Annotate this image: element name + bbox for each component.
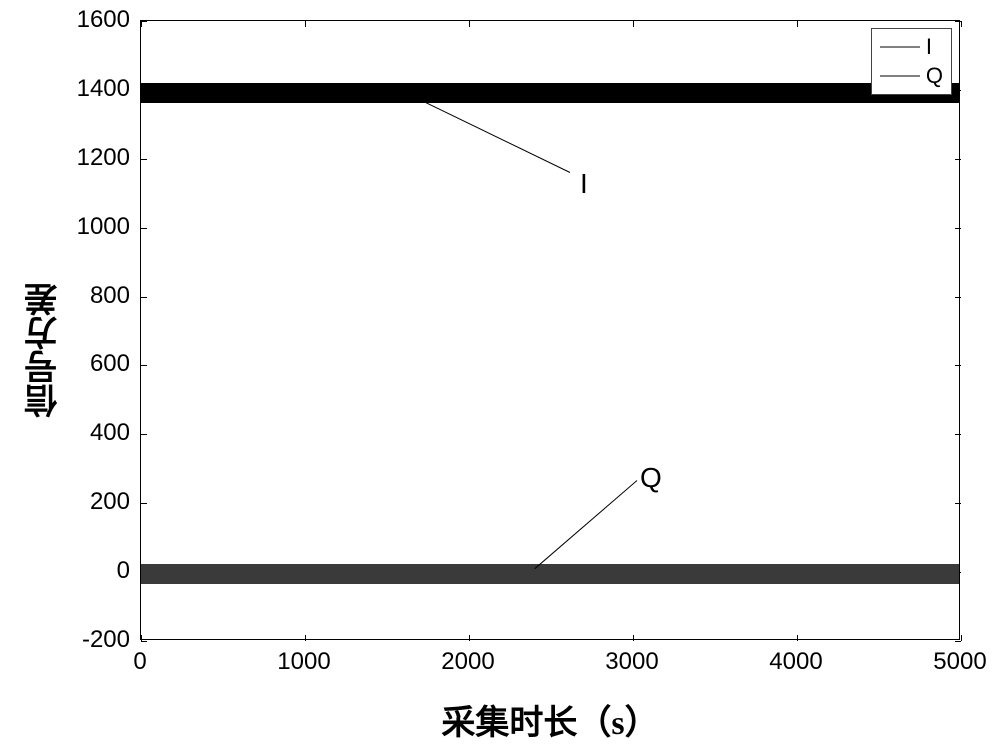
x-tick-label: 0	[100, 648, 180, 676]
x-tick	[469, 21, 470, 27]
y-tick	[955, 228, 961, 229]
x-tick	[961, 635, 962, 641]
annotation-label: Q	[640, 462, 662, 494]
y-tick	[955, 641, 961, 642]
y-axis-label: 信号方差	[20, 220, 69, 480]
y-tick-label: 1000	[70, 213, 130, 241]
x-tick	[141, 21, 142, 27]
legend-label: Q	[926, 62, 943, 91]
y-tick-label: 0	[70, 557, 130, 585]
y-tick-label: 1200	[70, 144, 130, 172]
plot-area	[140, 20, 960, 640]
y-tick-label: 600	[70, 350, 130, 378]
y-tick-label: 1600	[70, 6, 130, 34]
y-tick	[955, 503, 961, 504]
y-tick	[141, 641, 147, 642]
annotation-label: I	[580, 168, 588, 200]
series-I	[141, 83, 959, 103]
x-axis-label: 采集时长（s）	[400, 695, 700, 744]
y-tick	[955, 365, 961, 366]
y-tick	[141, 159, 147, 160]
legend: IQ	[871, 28, 952, 95]
legend-label: I	[926, 33, 932, 62]
y-tick-label: 400	[70, 419, 130, 447]
y-tick	[955, 159, 961, 160]
y-tick	[141, 434, 147, 435]
x-tick	[305, 21, 306, 27]
x-tick	[141, 635, 142, 641]
x-tick-label: 2000	[428, 648, 508, 676]
x-tick-label: 1000	[264, 648, 344, 676]
y-tick	[141, 365, 147, 366]
x-tick-label: 5000	[920, 648, 1000, 676]
y-tick	[141, 503, 147, 504]
x-tick	[469, 635, 470, 641]
series-Q	[141, 564, 959, 584]
y-tick	[141, 228, 147, 229]
y-tick-label: 1400	[70, 75, 130, 103]
legend-item: I	[880, 33, 943, 62]
x-tick	[305, 635, 306, 641]
legend-swatch	[880, 46, 920, 48]
x-tick-label: 3000	[592, 648, 672, 676]
x-tick	[633, 635, 634, 641]
x-tick	[633, 21, 634, 27]
y-tick	[955, 434, 961, 435]
y-tick-label: 200	[70, 488, 130, 516]
chart-container: 信号方差 采集时长（s）	[0, 0, 1000, 744]
y-tick-label: 800	[70, 282, 130, 310]
legend-swatch	[880, 75, 920, 77]
x-tick	[797, 21, 798, 27]
x-tick	[961, 21, 962, 27]
legend-item: Q	[880, 62, 943, 91]
y-tick	[141, 297, 147, 298]
x-tick-label: 4000	[756, 648, 836, 676]
y-tick	[955, 297, 961, 298]
x-tick	[797, 635, 798, 641]
